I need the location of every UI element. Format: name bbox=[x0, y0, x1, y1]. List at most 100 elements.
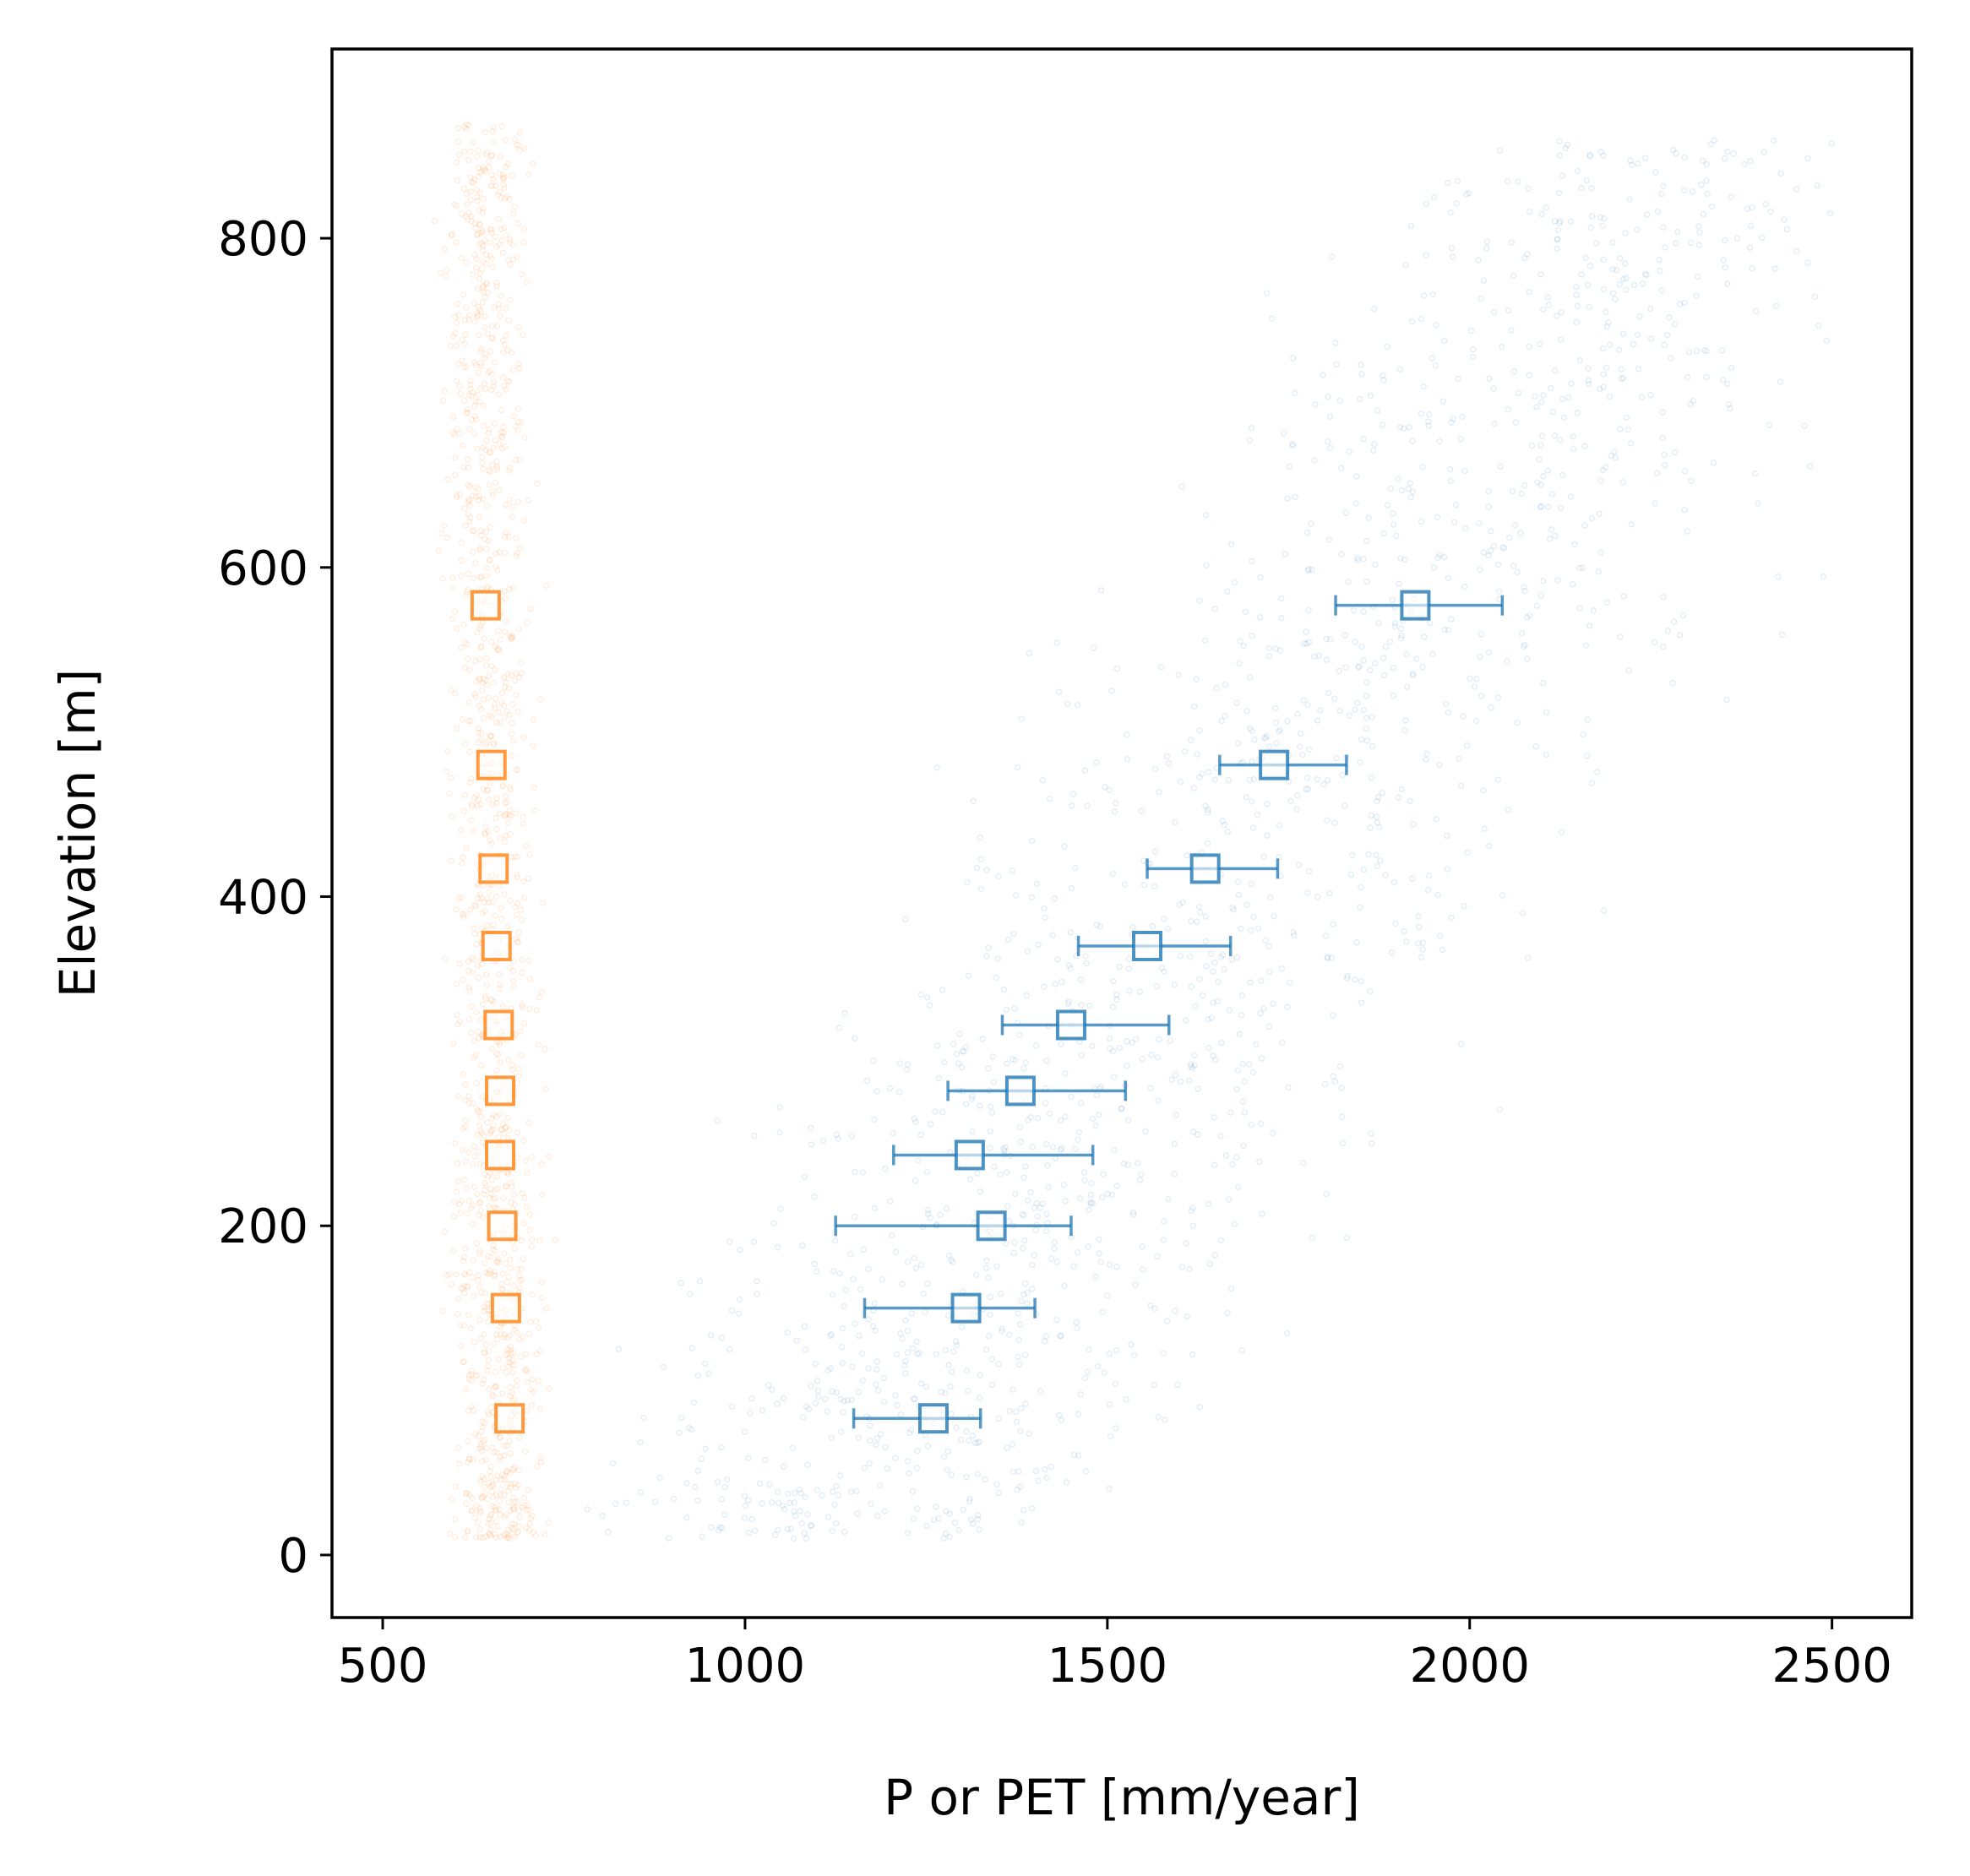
p-background-point bbox=[1077, 1100, 1085, 1107]
pet-background-point bbox=[451, 201, 459, 208]
p-background-point bbox=[1237, 638, 1243, 644]
p-marker bbox=[917, 1403, 949, 1434]
p-background-point bbox=[1558, 308, 1565, 316]
pet-background-point bbox=[460, 807, 468, 815]
pet-background-point bbox=[463, 1500, 470, 1508]
p-background-point bbox=[1024, 948, 1031, 955]
p-background-point bbox=[1111, 1146, 1118, 1154]
pet-background-point bbox=[462, 1386, 470, 1393]
p-background-point bbox=[873, 1435, 881, 1442]
pet-background-point bbox=[452, 1483, 459, 1490]
p-background-point bbox=[1196, 976, 1203, 982]
p-background-point bbox=[1746, 244, 1754, 252]
p-background-point bbox=[1485, 649, 1493, 656]
p-background-point bbox=[1562, 144, 1570, 152]
p-background-point bbox=[1416, 923, 1423, 931]
p-background-point bbox=[1327, 636, 1334, 643]
p-background-point bbox=[830, 1267, 837, 1275]
pet-background-point bbox=[480, 258, 487, 266]
p-background-point bbox=[1214, 998, 1222, 1005]
pet-background-point bbox=[496, 1498, 503, 1504]
pet-background-point bbox=[507, 897, 514, 905]
p-background-point bbox=[1226, 1006, 1233, 1014]
p-background-point bbox=[1043, 1140, 1050, 1148]
p-background-point bbox=[1793, 186, 1800, 193]
p-background-point bbox=[1107, 1045, 1113, 1052]
pet-background-point bbox=[472, 903, 480, 910]
p-background-point bbox=[1517, 530, 1524, 536]
p-background-point bbox=[1503, 658, 1510, 665]
p-background-point bbox=[1526, 372, 1533, 379]
pet-background-point bbox=[450, 1213, 458, 1221]
p-background-point bbox=[1575, 605, 1583, 612]
p-background-point bbox=[1419, 939, 1427, 946]
pet-background-point bbox=[448, 231, 455, 239]
pet-background-point bbox=[471, 430, 478, 437]
p-background-point bbox=[1040, 983, 1048, 991]
pet-background-point bbox=[494, 1523, 501, 1531]
p-background-point bbox=[1363, 537, 1370, 545]
p-background-point bbox=[1178, 1264, 1186, 1271]
p-background-point bbox=[935, 1515, 942, 1522]
p-background-point bbox=[1235, 1183, 1242, 1191]
pet-background-point bbox=[475, 369, 482, 377]
p-background-point bbox=[1239, 1098, 1247, 1105]
pet-background-point bbox=[484, 895, 492, 902]
p-background-point bbox=[1222, 713, 1228, 720]
p-background-point bbox=[993, 974, 999, 982]
pet-background-point bbox=[467, 717, 474, 725]
pet-background-point bbox=[489, 1126, 497, 1133]
pet-background-point bbox=[492, 550, 499, 557]
p-background-point bbox=[1669, 146, 1677, 154]
p-background-point bbox=[909, 1345, 917, 1352]
p-background-point bbox=[1091, 1273, 1099, 1281]
pet-background-point bbox=[504, 819, 512, 827]
p-background-point bbox=[1514, 719, 1521, 726]
p-background-point bbox=[1380, 655, 1387, 661]
y-tick-label: 200 bbox=[218, 1199, 308, 1254]
pet-background-point bbox=[514, 1329, 520, 1336]
pet-background-point bbox=[448, 857, 454, 864]
pet-background-point bbox=[490, 304, 498, 311]
p-background-point bbox=[829, 1527, 836, 1535]
p-background-point bbox=[1407, 797, 1413, 805]
pet-background-point bbox=[522, 1157, 529, 1164]
p-background-point bbox=[699, 1533, 705, 1541]
pet-background-point bbox=[506, 261, 514, 268]
p-background-point bbox=[1490, 542, 1498, 550]
pet-background-point bbox=[454, 159, 460, 166]
pet-background-point bbox=[499, 337, 507, 345]
p-background-point bbox=[800, 1414, 807, 1421]
p-background-point bbox=[1034, 1114, 1042, 1122]
pet-background-point bbox=[493, 1050, 500, 1058]
pet-background-point bbox=[460, 1358, 468, 1365]
pet-background-point bbox=[517, 1353, 525, 1360]
p-background-point bbox=[1559, 172, 1565, 179]
pet-background-point bbox=[474, 445, 481, 453]
pet-background-point bbox=[516, 129, 524, 137]
p-background-point bbox=[1000, 986, 1008, 993]
pet-background-point bbox=[460, 1322, 468, 1329]
pet-background-point bbox=[479, 1001, 487, 1008]
p-background-point bbox=[904, 1530, 912, 1536]
pet-background-point bbox=[489, 1481, 496, 1487]
pet-background-point bbox=[479, 1458, 486, 1465]
pet-background-point bbox=[476, 306, 483, 313]
pet-background-point bbox=[509, 1183, 516, 1190]
p-background-point bbox=[1265, 1023, 1272, 1030]
pet-background-point bbox=[500, 1452, 508, 1460]
pet-background-point bbox=[480, 496, 487, 503]
pet-background-point bbox=[480, 164, 487, 171]
pet-background-point bbox=[487, 639, 495, 645]
p-background-point bbox=[1305, 639, 1313, 646]
pet-background-point bbox=[464, 1527, 471, 1535]
pet-background-point bbox=[514, 766, 521, 774]
pet-background-point bbox=[484, 1172, 492, 1180]
p-background-point bbox=[1078, 1001, 1085, 1009]
pet-background-point bbox=[454, 1444, 462, 1451]
p-background-point bbox=[1303, 529, 1311, 536]
p-background-point bbox=[1651, 639, 1658, 646]
pet-background-point bbox=[492, 695, 499, 702]
pet-background-point bbox=[465, 1312, 472, 1319]
